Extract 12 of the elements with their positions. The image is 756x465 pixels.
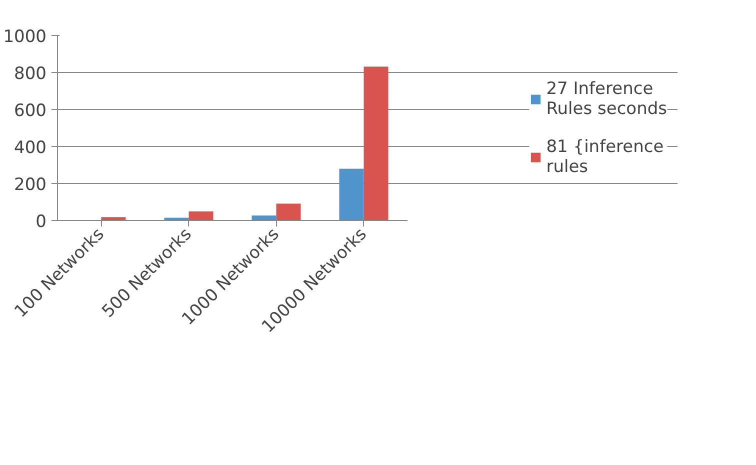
y-tick-label: 400 [14, 138, 47, 158]
bar [339, 168, 364, 220]
y-tick-label: 0 [36, 212, 47, 232]
legend-label: 81 {inference rules [546, 136, 664, 176]
y-tick-label: 200 [14, 175, 47, 195]
y-tick-label: 600 [14, 101, 47, 121]
bar [364, 66, 388, 220]
bar [276, 204, 301, 220]
legend-label: 27 Inference Rules seconds [546, 78, 667, 118]
y-tick-label: 800 [14, 64, 47, 84]
y-tick-label: 1000 [3, 27, 46, 47]
bar [188, 211, 214, 220]
